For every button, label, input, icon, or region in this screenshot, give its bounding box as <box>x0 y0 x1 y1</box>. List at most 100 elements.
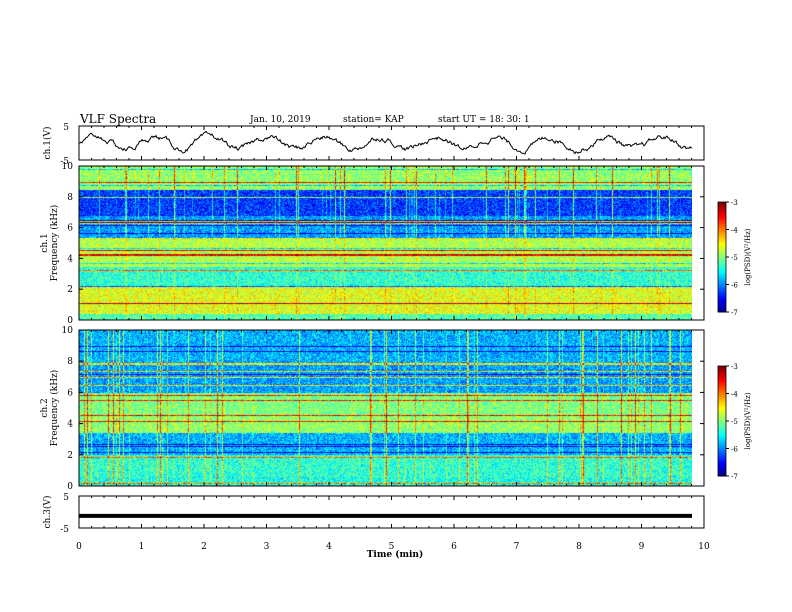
y-tick-label: 5 <box>63 123 69 133</box>
ch2-colorbar-cell <box>718 406 726 409</box>
ch1-colorbar-cell <box>718 269 726 273</box>
ch2-colorbar-cell <box>718 369 726 372</box>
ch1-colorbar-cell <box>718 246 726 249</box>
ch1-colorbar-cell <box>718 310 726 313</box>
ch2-colorbar-cell <box>718 433 726 437</box>
ch1-colorbar-cell <box>718 268 726 271</box>
ch2-colorbar-cell <box>718 421 726 424</box>
ch2-colorbar-cell <box>718 410 726 413</box>
ch2-colorbar-cell <box>718 454 726 457</box>
ch1-colorbar-cell <box>718 280 726 284</box>
ch1-colorbar-cell <box>718 214 726 218</box>
colorbar-tick-label: -7 <box>731 473 738 481</box>
ch1-colorbar-cell <box>718 257 726 260</box>
ch1-colorbar-cell <box>718 207 726 210</box>
station-label: station= KAP <box>343 115 404 125</box>
ch2-colorbar-cell <box>718 386 726 389</box>
ch2-spectrogram-image <box>79 330 692 486</box>
ch2-colorbar-cell <box>718 446 726 449</box>
y-tick-label: 0 <box>67 482 73 492</box>
colorbar-tick-label: -4 <box>731 391 738 399</box>
ch2-colorbar-cell <box>718 393 726 396</box>
ch1-colorbar-cell <box>718 244 726 247</box>
ch1-colorbar-cell <box>718 286 726 289</box>
y-tick-label: 6 <box>67 388 73 398</box>
ch2-colorbar-cell <box>718 404 726 407</box>
ch1-colorbar-cell <box>718 253 726 256</box>
ch1-colorbar-cell <box>718 306 726 309</box>
y-tick-label: 6 <box>67 224 73 234</box>
ch1-colorbar-cell <box>718 247 726 251</box>
ch2-colorbar-cell <box>718 415 726 418</box>
ch1-colorbar-cell <box>718 235 726 238</box>
ch2-colorbar-cell <box>718 452 726 455</box>
ch1-colorbar-cell <box>718 251 726 254</box>
ch2-colorbar-cell <box>718 413 726 416</box>
ch2-colorbar-cell <box>718 466 726 470</box>
ch1-colorbar-cell <box>718 301 726 304</box>
x-tick-label: 6 <box>451 542 457 552</box>
ch2-colorbar-cell <box>718 388 726 391</box>
ch1-colorbar-cell <box>718 202 726 205</box>
y-tick-label: 2 <box>67 451 73 461</box>
colorbar-tick-label: -6 <box>731 282 738 290</box>
ch2-colorbar-cell <box>718 470 726 473</box>
ch1-colorbar-cell <box>718 264 726 267</box>
ch2-colorbar-cell <box>718 411 726 415</box>
ch2-colorbar-cell <box>718 474 726 477</box>
x-tick-label: 8 <box>576 542 582 552</box>
ch2-colorbar-cell <box>718 472 726 475</box>
ch2-colorbar-cell <box>718 443 726 446</box>
x-axis-label: Time (min) <box>367 549 424 560</box>
ch2-colorbar-cell <box>718 430 726 433</box>
axes-layer <box>78 125 729 529</box>
colorbar-tick-label: -3 <box>731 199 738 207</box>
y-axis-label-channel: ch.2 <box>40 398 50 417</box>
ch1-colorbar-cell <box>718 262 726 265</box>
spectrogram-layer <box>79 166 692 486</box>
ch2-colorbar-cell <box>718 397 726 400</box>
x-tick-label: 1 <box>139 542 145 552</box>
ch1-colorbar-cell <box>718 238 726 241</box>
y-tick-label: 8 <box>67 357 73 367</box>
x-tick-label: 7 <box>514 542 520 552</box>
y-tick-label: 10 <box>62 326 74 336</box>
ch1-colorbar-cell <box>718 293 726 296</box>
ch1-colorbar-cell <box>718 266 726 269</box>
ch2-colorbar-cell <box>718 380 726 383</box>
ch2-colorbar-cell <box>718 366 726 369</box>
x-tick-label: 3 <box>264 542 270 552</box>
ch2-colorbar-cell <box>718 448 726 451</box>
ch2-colorbar-cell <box>718 461 726 464</box>
ch1-colorbar-cell <box>718 242 726 245</box>
ch1-colorbar-cell <box>718 304 726 307</box>
ch1-colorbar-cell <box>718 260 726 263</box>
y-axis-label: ch.3(V) <box>42 496 53 529</box>
ch2-colorbar-cell <box>718 465 726 468</box>
ch1-colorbar-cell <box>718 216 726 219</box>
colorbar-tick-label: -3 <box>731 363 738 371</box>
ch2-colorbar-cell <box>718 367 726 371</box>
ch2-colorbar-cell <box>718 463 726 466</box>
start-time-label: start UT = 18: 30: 1 <box>438 115 530 125</box>
colorbar-label: log(PSD)(V²/Hz) <box>744 392 752 449</box>
ch2-colorbar-cell <box>718 377 726 380</box>
date-label: Jan. 10, 2019 <box>250 115 311 125</box>
ch2-colorbar-cell <box>718 459 726 462</box>
y-axis-label-channel: ch.1 <box>40 233 50 252</box>
ch1-colorbar-cell <box>718 271 726 274</box>
ch1-colorbar-cell <box>718 255 726 258</box>
ch2-colorbar-cell <box>718 437 726 440</box>
y-tick-label: 2 <box>67 285 73 295</box>
ch2-colorbar-cell <box>718 455 726 459</box>
ch1-colorbar-cell <box>718 284 726 287</box>
ch1-colorbar-cell <box>718 277 726 280</box>
ch2-colorbar-cell <box>718 408 726 411</box>
ch1-colorbar-cell <box>718 229 726 232</box>
y-tick-label: 4 <box>67 254 73 264</box>
ch2-colorbar-cell <box>718 426 726 429</box>
ch2-colorbar-cell <box>718 439 726 442</box>
ch2-colorbar-cell <box>718 389 726 393</box>
ch2-colorbar-cell <box>718 378 726 382</box>
